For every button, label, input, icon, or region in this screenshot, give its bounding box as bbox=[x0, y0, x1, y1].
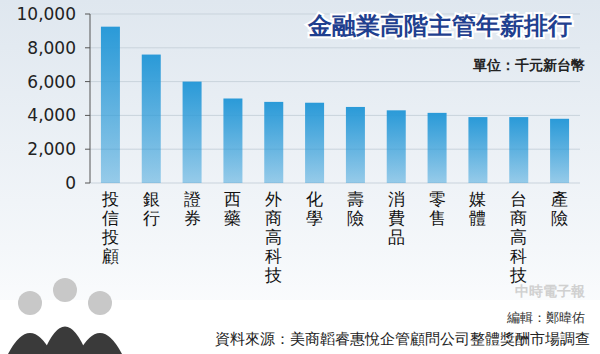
char: 券 bbox=[184, 208, 201, 228]
bars bbox=[101, 27, 569, 183]
source: 資料來源：美商韜睿惠悅企管顧問公司整體獎酬市場調查 bbox=[215, 330, 590, 348]
category-label: 外商高科技 bbox=[264, 189, 282, 285]
credit: 編輯：鄭暐佑 bbox=[506, 310, 585, 325]
char: 證 bbox=[184, 189, 201, 209]
char: 技 bbox=[264, 265, 282, 285]
tick-mark bbox=[85, 81, 90, 82]
icon-body bbox=[78, 333, 122, 354]
char: 高 bbox=[510, 227, 527, 247]
bar bbox=[101, 27, 120, 183]
subtitle: 單位：千元新台幣 bbox=[472, 57, 585, 73]
grid-line bbox=[90, 81, 580, 82]
icon-head bbox=[18, 291, 42, 315]
char: 險 bbox=[347, 208, 364, 228]
tick-label: 6,000 bbox=[27, 72, 76, 92]
char: 體 bbox=[469, 208, 486, 228]
category-label: 產險 bbox=[551, 189, 568, 228]
category-label: 證券 bbox=[184, 189, 201, 228]
tick-mark bbox=[85, 14, 90, 15]
tick-mark bbox=[85, 47, 90, 48]
char: 技 bbox=[509, 265, 527, 285]
char: 消 bbox=[388, 189, 405, 209]
char: 投 bbox=[101, 189, 119, 209]
char: 科 bbox=[265, 246, 282, 266]
tick-label: 8,000 bbox=[27, 38, 76, 58]
char: 西 bbox=[224, 189, 241, 209]
category-label: 消費品 bbox=[388, 189, 405, 247]
char: 高 bbox=[265, 227, 282, 247]
char: 學 bbox=[306, 208, 323, 228]
char: 產 bbox=[551, 189, 568, 209]
grid-line bbox=[90, 115, 580, 116]
category-label: 西藥 bbox=[224, 189, 241, 228]
bar bbox=[142, 55, 161, 183]
bar bbox=[468, 117, 487, 183]
char: 藥 bbox=[224, 208, 241, 228]
icon-head bbox=[88, 291, 112, 315]
char: 媒 bbox=[469, 189, 486, 209]
watermark: 中時電子報 bbox=[515, 283, 586, 299]
chart: 02,0004,0006,0008,00010,000投信投顧銀行證券西藥外商高… bbox=[0, 0, 600, 354]
tick-label: 2,000 bbox=[27, 139, 76, 159]
grid-line bbox=[90, 183, 580, 184]
bar bbox=[346, 107, 365, 183]
char: 零 bbox=[429, 189, 446, 209]
category-label: 化學 bbox=[306, 189, 323, 228]
char: 商 bbox=[510, 208, 527, 228]
category-label: 零售 bbox=[429, 189, 446, 228]
tick-mark bbox=[85, 183, 90, 184]
char: 售 bbox=[429, 208, 446, 228]
tick-label: 4,000 bbox=[27, 105, 76, 125]
bar bbox=[223, 99, 242, 184]
tick-label: 0 bbox=[65, 173, 76, 193]
char: 信 bbox=[102, 208, 119, 228]
category-label: 媒體 bbox=[469, 189, 486, 228]
bar bbox=[305, 103, 324, 183]
tick-mark bbox=[85, 149, 90, 150]
category-label: 銀行 bbox=[143, 189, 160, 228]
char: 投 bbox=[101, 227, 119, 247]
category-label: 投信投顧 bbox=[101, 189, 119, 266]
char: 台 bbox=[510, 189, 527, 209]
bar bbox=[509, 117, 528, 183]
bar bbox=[387, 110, 406, 183]
category-label: 台商高科技 bbox=[509, 189, 527, 285]
char: 銀 bbox=[143, 189, 160, 209]
char: 品 bbox=[388, 227, 405, 247]
char: 外 bbox=[265, 189, 282, 209]
char: 商 bbox=[265, 208, 282, 228]
y-axis bbox=[90, 14, 91, 183]
char: 顧 bbox=[102, 246, 119, 266]
char: 科 bbox=[510, 246, 527, 266]
char: 化 bbox=[306, 189, 323, 209]
background bbox=[0, 0, 600, 354]
title: 金融業高階主管年薪排行 bbox=[307, 12, 572, 40]
bar bbox=[264, 102, 283, 183]
char: 險 bbox=[551, 208, 568, 228]
icon-head bbox=[53, 278, 77, 302]
char: 壽 bbox=[347, 189, 364, 209]
bar bbox=[428, 113, 447, 183]
grid-line bbox=[90, 47, 580, 48]
bar bbox=[550, 119, 569, 183]
bar bbox=[183, 82, 202, 183]
tick-mark bbox=[85, 115, 90, 116]
category-label: 壽險 bbox=[347, 189, 364, 228]
char: 費 bbox=[388, 208, 405, 228]
char: 行 bbox=[143, 208, 160, 228]
tick-label: 10,000 bbox=[17, 4, 76, 24]
grid-line bbox=[90, 149, 580, 150]
